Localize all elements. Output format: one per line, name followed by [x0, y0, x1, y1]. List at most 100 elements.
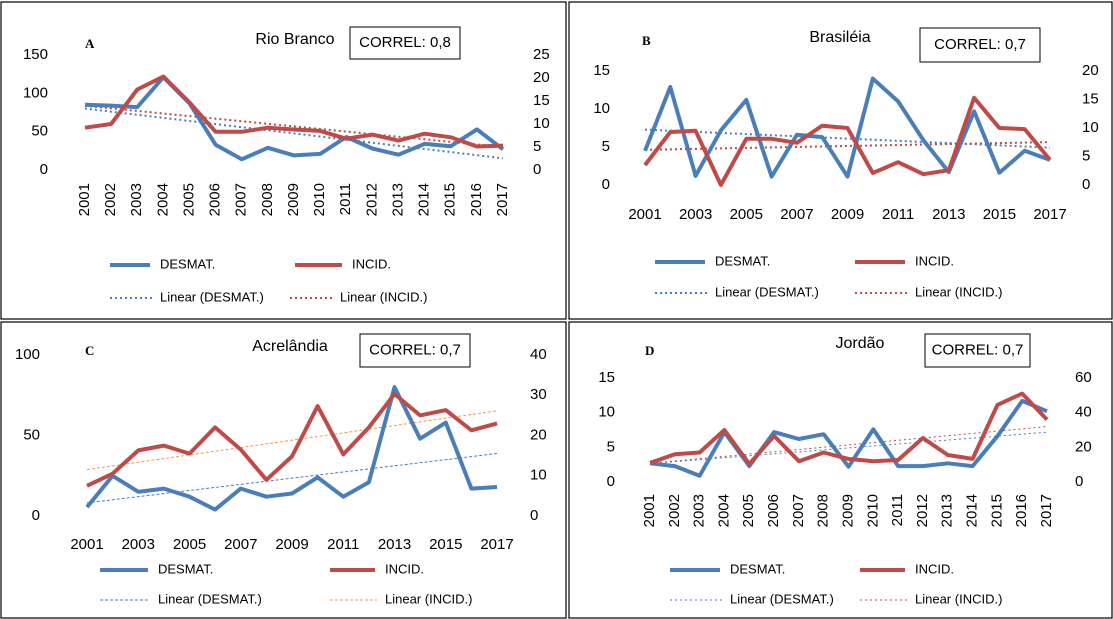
y-tick-label: 0 [602, 176, 610, 193]
y-tick-label: 15 [598, 369, 615, 386]
x-tick-label: 2006 [207, 183, 224, 216]
x-tick-label: 2007 [224, 536, 257, 553]
series-line [84, 75, 505, 162]
x-tick-label: 2009 [839, 494, 856, 527]
trend-line [86, 452, 498, 504]
y-tick-label: 100 [23, 84, 48, 101]
x-tick-label: 2008 [815, 494, 832, 527]
y2-tick-label: 40 [530, 346, 547, 363]
x-tick-label: 2013 [939, 494, 956, 527]
x-tick-label: 2012 [363, 183, 380, 216]
x-tick-label: 2003 [679, 206, 712, 223]
annotation-box [359, 333, 471, 368]
y-tick-label: 50 [23, 426, 40, 443]
panel-label: A [85, 36, 95, 51]
x-tick-label: 2001 [628, 206, 661, 223]
series-line [649, 398, 1048, 478]
legend-label: Linear (INCID.) [385, 591, 472, 606]
x-tick-label: 2017 [494, 183, 511, 216]
annotation-box [349, 26, 461, 60]
y2-tick-label: 20 [1082, 62, 1099, 79]
x-tick-label: 2013 [378, 536, 411, 553]
panel-label: D [645, 343, 654, 358]
legend-label: INCID. [385, 561, 424, 576]
legend-label: Linear (DESMAT.) [730, 591, 834, 606]
panel-border [568, 1, 1113, 320]
x-tick-label: 2009 [831, 206, 864, 223]
legend-label: DESMAT. [730, 561, 785, 576]
y2-tick-label: 25 [533, 46, 550, 63]
legend-label: INCID. [915, 561, 954, 576]
legend-label: DESMAT. [160, 256, 215, 271]
legend-label: Linear (INCID.) [915, 591, 1002, 606]
y-tick-label: 0 [607, 473, 615, 490]
trend-line [84, 104, 504, 149]
y2-tick-label: 60 [1075, 369, 1092, 386]
y2-tick-label: 10 [533, 115, 550, 132]
y2-tick-label: 30 [530, 386, 547, 403]
x-tick-label: 2002 [666, 494, 683, 527]
series-line [84, 74, 504, 149]
y-tick-label: 150 [23, 46, 48, 63]
x-tick-label: 2005 [180, 183, 197, 216]
x-tick-label: 2015 [988, 494, 1005, 527]
x-tick-label: 2016 [468, 183, 485, 216]
x-tick-label: 2007 [790, 494, 807, 527]
x-tick-label: 2016 [1013, 494, 1030, 527]
y2-tick-label: 40 [1075, 404, 1092, 421]
y2-tick-label: 15 [533, 92, 550, 109]
x-tick-label: 2015 [429, 536, 462, 553]
x-tick-label: 2005 [173, 536, 206, 553]
legend-label: Linear (INCID.) [915, 284, 1002, 299]
x-tick-label: 2005 [740, 494, 757, 527]
x-tick-label: 2004 [715, 494, 732, 527]
legend-label: DESMAT. [715, 253, 770, 268]
x-tick-label: 2001 [641, 494, 658, 527]
chart-title: Brasiléia [809, 29, 870, 46]
panel-border [0, 321, 567, 619]
x-tick-label: 2011 [889, 494, 906, 526]
y-tick-label: 50 [31, 123, 48, 140]
x-tick-label: 2001 [76, 183, 93, 216]
trend-line [86, 410, 498, 471]
y-tick-label: 5 [607, 438, 615, 455]
legend-label: DESMAT. [158, 561, 213, 576]
x-tick-label: 2003 [691, 494, 708, 527]
y2-tick-label: 0 [1082, 176, 1090, 193]
x-tick-label: 2010 [864, 494, 881, 527]
y-tick-label: 0 [32, 507, 40, 524]
panel: B Brasiléia CORREL: 0,7 0 5 10 15 0 5 10 15 20 2001 2… [593, 27, 1099, 299]
x-tick-label: 2011 [327, 536, 359, 553]
x-tick-label: 2012 [914, 494, 931, 527]
y2-tick-label: 0 [1075, 473, 1083, 490]
series-line [643, 76, 1051, 179]
panel-border [0, 1, 567, 320]
series-line [85, 385, 498, 512]
y-tick-label: 5 [602, 138, 610, 155]
x-tick-label: 2014 [964, 494, 981, 527]
y2-tick-label: 10 [1082, 119, 1099, 136]
legend-label: Linear (INCID.) [340, 289, 427, 304]
y2-tick-label: 20 [533, 69, 550, 86]
x-tick-label: 2014 [416, 183, 433, 216]
legend-label: Linear (DESMAT.) [158, 591, 262, 606]
annotation-box [919, 27, 1041, 63]
y2-tick-label: 0 [530, 507, 538, 524]
annotation: CORREL: 0,7 [932, 341, 1024, 358]
series-line [643, 95, 1052, 187]
x-tick-label: 2004 [154, 183, 171, 216]
x-tick-label: 2011 [337, 183, 354, 215]
series-line [86, 392, 498, 488]
x-tick-label: 2017 [1033, 206, 1066, 223]
panel-label: C [85, 343, 94, 358]
legend-label: INCID. [915, 253, 954, 268]
y-tick-label: 0 [40, 161, 48, 178]
panel-border [568, 321, 1113, 619]
x-tick-label: 2015 [442, 183, 459, 216]
y2-tick-label: 5 [1082, 147, 1090, 164]
y-tick-label: 10 [593, 100, 610, 117]
chart-title: Rio Branco [255, 31, 334, 48]
